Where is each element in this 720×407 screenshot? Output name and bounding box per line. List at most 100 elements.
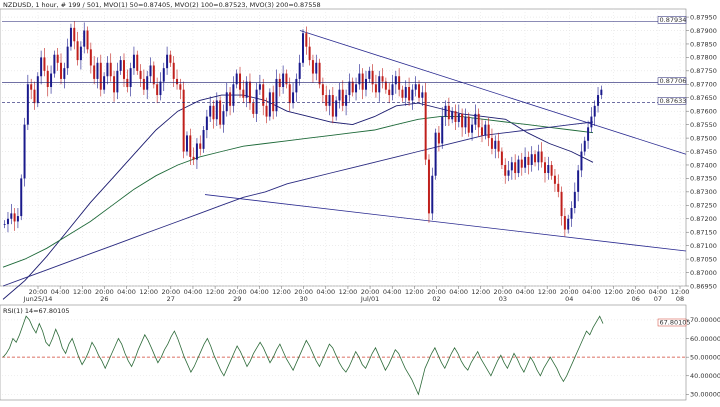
price-tick-label: 0.87850: [690, 40, 717, 48]
candle-body: [36, 76, 39, 104]
price-tick-label: 0.87700: [690, 81, 717, 89]
candle-body: [23, 124, 26, 179]
rsi-tick-label: 30.00000: [690, 391, 720, 399]
candle-body: [50, 73, 53, 87]
candle-body: [275, 78, 278, 112]
candle-body: [454, 111, 457, 122]
time-tick-label: 12:00: [206, 288, 225, 296]
candle-body: [235, 73, 238, 85]
price-tick-label: 0.87450: [690, 148, 717, 156]
ma-line-2: [2, 116, 594, 268]
price-ref-box: [657, 16, 687, 24]
candle-body: [63, 68, 66, 79]
candle-body: [507, 170, 510, 176]
candle-body: [467, 116, 470, 133]
price-tick-label: 0.87950: [690, 13, 717, 21]
price-reference-lines: 0.87934 0.87706 0.87633: [2, 16, 686, 105]
candle-body: [192, 156, 195, 160]
symbol-label: NZDUSD: [3, 1, 31, 9]
candle-body: [30, 84, 33, 90]
candle-body: [315, 62, 318, 74]
candle-body: [66, 46, 69, 69]
candle-body: [587, 127, 590, 141]
candle-body: [136, 54, 139, 71]
candle-body: [593, 105, 596, 117]
candle-body: [338, 89, 341, 101]
candle-body: [391, 84, 394, 96]
candle-body: [113, 76, 116, 93]
candle-body: [252, 103, 255, 114]
price-ref-box: [657, 97, 687, 105]
time-tick-label: 20:00: [294, 288, 313, 296]
candle-body: [239, 73, 242, 90]
day-label: 06: [632, 295, 640, 303]
candle-body: [543, 162, 546, 174]
day-label: Jun25/14: [23, 295, 53, 303]
candle-body: [567, 218, 570, 230]
candle-body: [335, 100, 338, 117]
candle-body: [33, 89, 36, 104]
candle-body: [202, 130, 205, 149]
candle-body: [79, 46, 82, 61]
candle-body: [457, 113, 460, 122]
trendline-2: [204, 194, 687, 252]
candle-body: [212, 105, 215, 120]
candle-body: [285, 73, 288, 85]
candle-body: [255, 89, 258, 114]
candle-body: [318, 62, 321, 85]
candle-body: [371, 70, 374, 85]
price-tick-label: 0.87350: [690, 175, 717, 183]
candle-body: [162, 68, 165, 82]
time-tick-label: 04:00: [316, 288, 335, 296]
candle-body: [302, 33, 304, 63]
price-grid: [2, 9, 686, 287]
price-ref-label: 0.87934: [660, 16, 687, 24]
candle-body: [99, 62, 102, 90]
candle-body: [331, 95, 334, 117]
candle-body: [182, 89, 185, 152]
candle-body: [484, 124, 487, 136]
candle-body: [169, 54, 172, 63]
candle-body: [381, 76, 384, 82]
indicator-summary: , 1 hour, # 199 / 501, MVO(1) 50=0.87405…: [31, 1, 320, 9]
price-tick-label: 0.87400: [690, 161, 717, 169]
time-tick-label: 12:00: [671, 288, 690, 296]
candle-body: [56, 54, 59, 63]
time-tick-label: 20:00: [95, 288, 114, 296]
candle-body: [600, 89, 603, 96]
price-ref-label: 0.87706: [660, 77, 687, 85]
candle-body: [358, 73, 361, 85]
time-tick-label: 04:00: [383, 288, 402, 296]
candle-body: [434, 132, 437, 176]
candle-body: [106, 62, 109, 77]
time-tick-label: 12:00: [405, 288, 424, 296]
candle-body: [497, 140, 500, 152]
candle-body: [199, 143, 202, 149]
candle-body: [129, 68, 132, 87]
candle-body: [10, 213, 13, 219]
candle-body: [401, 89, 404, 98]
time-tick-label: 20:00: [494, 288, 513, 296]
price-ref-label: 0.87633: [660, 97, 687, 105]
candle-body: [209, 105, 212, 117]
candle-body: [166, 54, 169, 69]
time-tick-label: 12:00: [73, 288, 92, 296]
price-tick-label: 0.87150: [690, 229, 717, 237]
day-label: 07: [654, 295, 662, 303]
price-tick-label: 0.87750: [690, 67, 717, 75]
candle-body: [351, 81, 354, 93]
candle-body: [83, 30, 86, 47]
time-tick-label: 12:00: [339, 288, 358, 296]
time-tick-label: 04:00: [117, 288, 136, 296]
candle-body: [73, 27, 76, 42]
candle-body: [16, 216, 19, 222]
candle-body: [46, 70, 49, 87]
candle-body: [341, 89, 344, 106]
candle-body: [527, 156, 530, 165]
rsi-tick-label: 70.00000: [690, 316, 720, 324]
candle-body: [20, 178, 23, 217]
time-tick-label: 04:00: [648, 288, 667, 296]
candle-body: [176, 78, 179, 85]
day-label: 30: [300, 295, 308, 303]
